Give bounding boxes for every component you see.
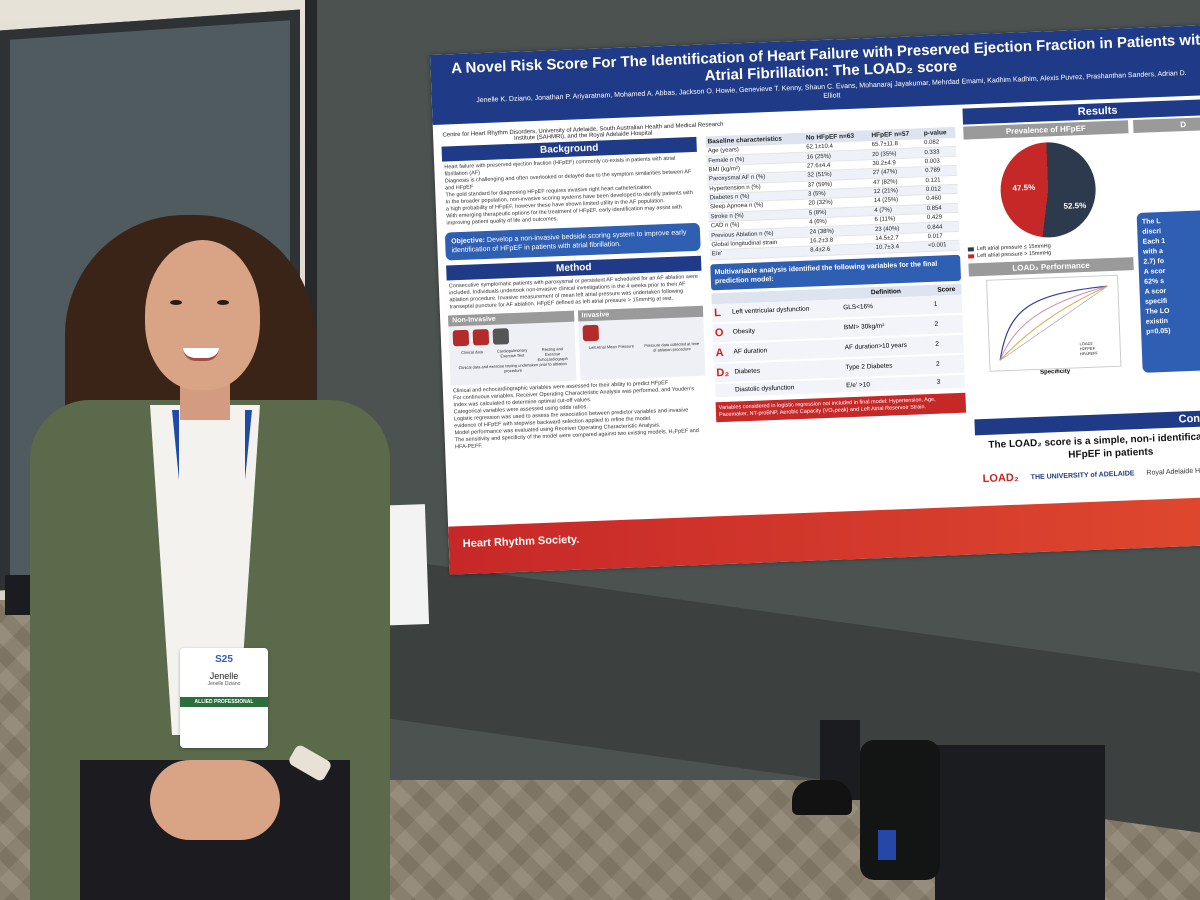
score-letter: L [711, 303, 731, 323]
table-cell: 2 [932, 333, 964, 355]
table-cell: <0.001 [925, 240, 960, 252]
table-cell: E/e' >10 [843, 374, 936, 393]
roc-series-load2 [999, 285, 1107, 361]
person-smile [183, 348, 219, 361]
table-cell: 2 [932, 313, 964, 335]
prevalence-pie-chart: 47.5% 52.5% [998, 140, 1098, 240]
exercise-test-icon [472, 328, 490, 346]
poster-column-middle: Baseline characteristics No HFpEF n=63 H… [705, 126, 967, 422]
roc-series-h2fpef [999, 285, 1108, 361]
conclusion-section: Conclusion The LOAD₂ score is a simple, … [974, 409, 1200, 489]
badge-fullname: Jenelle Dziano [207, 681, 241, 687]
table-cell: 3 [934, 373, 966, 390]
roc-legend-item: H2FPEF [1079, 346, 1095, 352]
background-text: Heart failure with preserved ejection fr… [444, 155, 697, 228]
person-eye [170, 300, 182, 305]
pie-legend: Left atrial pressure ≤ 15mmHg Left atria… [967, 240, 1133, 259]
icon-caption: Cardiopulmonary Exercise Test [496, 347, 528, 359]
poster-column-left: Background Heart failure with preserved … [441, 136, 709, 455]
royal-adelaide-hospital-logo: Royal Adelaide Hospital [1146, 466, 1200, 477]
results-summary-panel: The L discri Each 1 with a 2.7) fo A sco… [1136, 209, 1200, 373]
table-cell: 2 [933, 353, 965, 375]
name-badge: S25 Jenelle Jenelle Dziano ALLIED PROFES… [180, 648, 268, 748]
heart-rhythm-society-logo: Heart Rhythm Society. [462, 533, 580, 551]
echocardiograph-icon [492, 328, 510, 345]
table-cell: 8.4±2.6 [808, 243, 874, 256]
objective-box: Objective: Develop a non-invasive bedsid… [444, 222, 701, 261]
performance-heading: LOAD₂ Performance [968, 257, 1134, 277]
score-letter [714, 382, 734, 398]
table-header [711, 292, 730, 304]
score-letter: D₂ [714, 362, 733, 383]
roc-legend-item: LOAD2 [1079, 341, 1093, 347]
noninvasive-box: Non-Invasive Clinical data Cardiopulmona… [448, 310, 577, 386]
table-cell: Diastolic dysfunction [732, 377, 845, 398]
score-letter: O [712, 322, 732, 343]
person-eye [217, 300, 229, 305]
pie-label: 47.5% [1012, 182, 1036, 193]
objective-label: Objective: [451, 237, 486, 246]
backpack [860, 740, 940, 880]
icon-caption: Resting and Exercise Echocardiograph [537, 346, 568, 363]
backpack-tag [878, 830, 896, 860]
score-table: Definition Score L Left ventricular dysfu… [711, 283, 966, 399]
icon-caption: Pressure data collected at time of ablat… [644, 340, 700, 353]
person-face [145, 240, 260, 390]
heart-icon [581, 324, 599, 342]
load2-logo: LOAD₂ [982, 471, 1019, 486]
baseline-table: Baseline characteristics No HFpEF n=63 H… [705, 126, 960, 260]
pie-label: 52.5% [1063, 200, 1087, 211]
method-text: Consecutive symptomatic patients with pa… [448, 273, 698, 311]
research-poster: A Novel Risk Score For The Identificatio… [430, 24, 1200, 575]
icon-caption: Left Atrial Mean Pressure [588, 343, 634, 351]
background-shoe [792, 780, 852, 815]
badge-logo: S25 [215, 654, 233, 665]
clinical-data-icon [452, 329, 470, 347]
roc-legend-item: HFAPEFF [1079, 351, 1098, 357]
poster-column-right: D The L discri Each 1 with a 2.7) fo A s… [1133, 116, 1200, 373]
university-adelaide-logo: THE UNIVERSITY of ADELAIDE [1030, 469, 1135, 481]
table-cell: 1 [931, 294, 963, 315]
background-person-leg [5, 575, 30, 615]
method-diagram: Non-Invasive Clinical data Cardiopulmona… [448, 305, 706, 386]
roc-series-hfapeff [999, 285, 1108, 361]
badge-name: Jenelle [209, 671, 239, 681]
poster-column-results: Prevalence of HFpEF 47.5% 52.5% Left atr… [963, 120, 1138, 378]
icon-caption: Clinical data [461, 349, 484, 356]
person-hands [150, 760, 280, 840]
invasive-box: Invasive Left Atrial Mean Pressure Press… [577, 305, 706, 381]
background-person-legs [935, 745, 1105, 900]
table-cell: 10.7±3.4 [873, 241, 927, 254]
badge-role: ALLIED PROFESSIONAL [180, 697, 268, 707]
score-letter: A [713, 342, 733, 363]
right-heading: D [1133, 116, 1200, 134]
method-bullets: Clinical and echocardiographic variables… [453, 379, 706, 452]
objective-text: Develop a non-invasive bedside scoring s… [451, 229, 687, 255]
roc-curve-chart: LOAD2 H2FPEF HFAPEFF [985, 274, 1121, 372]
roc-reference-line [999, 285, 1108, 361]
